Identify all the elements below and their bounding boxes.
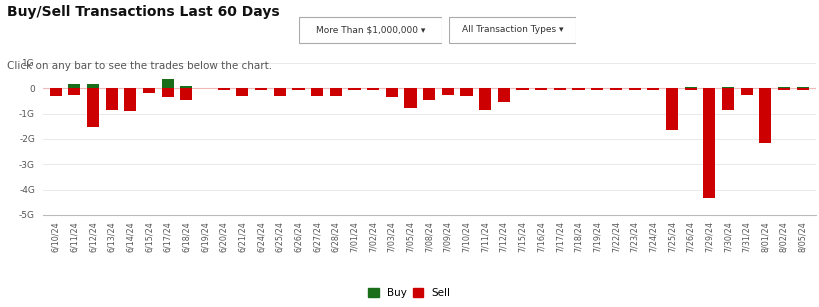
Text: Buy/Sell Transactions Last 60 Days: Buy/Sell Transactions Last 60 Days [7, 5, 279, 19]
Bar [797, 87, 808, 88]
Bar [348, 88, 360, 90]
Bar [143, 88, 155, 93]
Bar [591, 88, 604, 90]
Bar [441, 88, 454, 95]
Bar [535, 88, 547, 90]
Bar [572, 88, 585, 90]
FancyBboxPatch shape [449, 17, 576, 43]
Bar [479, 88, 491, 110]
Bar [517, 88, 528, 90]
Bar [423, 88, 435, 99]
Bar [50, 88, 61, 96]
Bar [161, 79, 174, 88]
Bar [68, 84, 80, 88]
Bar [628, 88, 640, 90]
Bar [124, 88, 137, 111]
Bar [554, 88, 566, 90]
Bar [778, 88, 790, 90]
Bar [255, 88, 267, 90]
Bar [87, 84, 99, 88]
Bar [367, 88, 379, 90]
Bar [274, 88, 286, 96]
Bar [797, 88, 808, 90]
Bar [704, 88, 715, 198]
Bar [87, 88, 99, 127]
Bar [311, 88, 324, 96]
Bar [405, 88, 417, 108]
Bar [106, 88, 118, 110]
Bar [330, 88, 342, 96]
Bar [740, 88, 753, 95]
Bar [460, 88, 473, 96]
Bar [647, 88, 659, 90]
Bar [759, 88, 771, 143]
FancyBboxPatch shape [299, 17, 442, 43]
Bar [68, 88, 80, 95]
Text: All Transaction Types ▾: All Transaction Types ▾ [462, 25, 563, 34]
Bar [685, 88, 697, 90]
Bar [218, 88, 230, 90]
Bar [722, 88, 734, 110]
Bar [180, 88, 192, 99]
Bar [292, 88, 305, 90]
Bar [610, 88, 622, 90]
Text: More Than $1,000,000 ▾: More Than $1,000,000 ▾ [316, 25, 425, 34]
Bar [498, 88, 510, 102]
Bar [722, 87, 734, 88]
Bar [778, 87, 790, 88]
Bar [180, 86, 192, 88]
Bar [666, 88, 678, 130]
Bar [386, 88, 398, 97]
Bar [237, 88, 248, 96]
Bar [685, 87, 697, 88]
Legend: Buy, Sell: Buy, Sell [366, 286, 453, 300]
Bar [161, 88, 174, 97]
Text: Click on any bar to see the trades below the chart.: Click on any bar to see the trades below… [7, 61, 272, 72]
